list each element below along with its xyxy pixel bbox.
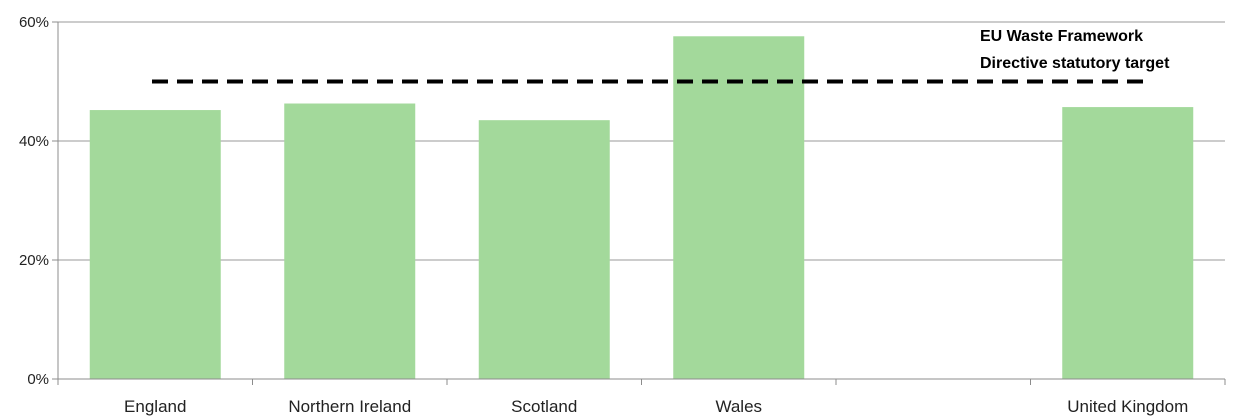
bar (89, 110, 221, 379)
bar (1062, 107, 1194, 380)
x-category-label: Wales (715, 397, 762, 416)
y-tick-label: 40% (19, 133, 49, 150)
gridlines (52, 21, 1225, 380)
x-tick-marks (57, 379, 1226, 385)
reference-label-line-1: EU Waste Framework (980, 28, 1143, 45)
x-category-label: Scotland (511, 397, 577, 416)
bar (478, 120, 610, 380)
bar (284, 103, 416, 379)
x-category-label: Northern Ireland (288, 397, 411, 416)
y-tick-label: 0% (27, 371, 49, 388)
x-category-labels: England Northern Ireland Scotland Wales Unit… (124, 397, 1188, 416)
reference-target: EU Waste Framework Directive statutory t… (152, 28, 1170, 84)
bars (89, 36, 1194, 380)
axes (57, 22, 1225, 380)
reference-label-line-2: Directive statutory target (980, 55, 1170, 72)
bar (673, 36, 805, 379)
x-category-label: United Kingdom (1067, 397, 1188, 416)
y-tick-label: 60% (19, 14, 49, 31)
x-category-label: England (124, 397, 186, 416)
y-tick-labels: 0% 20% 40% 60% (19, 14, 49, 388)
y-tick-label: 20% (19, 252, 49, 269)
